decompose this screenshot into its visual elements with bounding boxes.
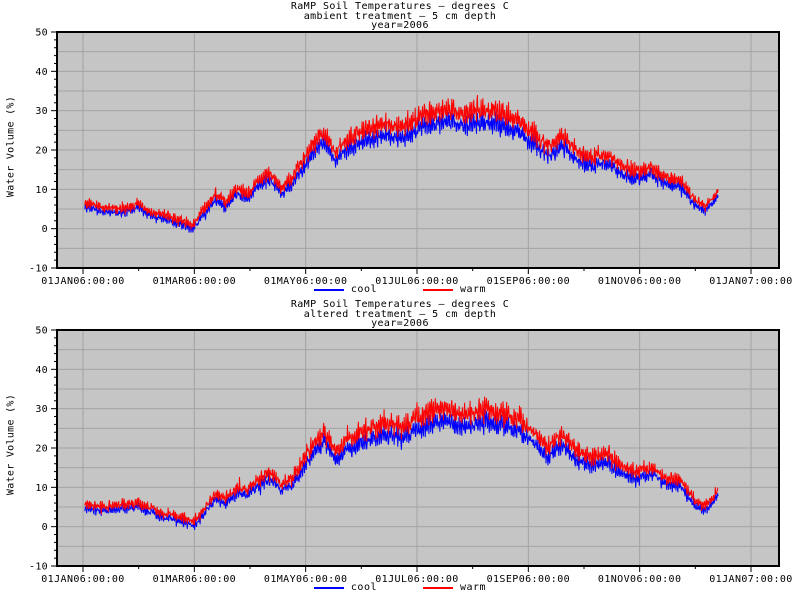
chart-subtitle: ambient treatment — 5 cm depth: [303, 10, 497, 22]
y-tick-label: 0: [42, 522, 48, 533]
x-tick-label: 01SEP06:00:00: [487, 574, 570, 585]
y-tick-label: 30: [35, 404, 48, 415]
x-tick-label: 01MAR06:00:00: [153, 574, 236, 585]
x-tick-label: 01MAY06:00:00: [264, 276, 347, 287]
y-tick-label: 10: [35, 483, 48, 494]
y-tick-label: 20: [35, 444, 48, 455]
x-tick-label: 01JAN07:00:00: [709, 574, 792, 585]
legend-item: cool: [313, 582, 377, 593]
x-tick-label: 01JAN07:00:00: [709, 276, 792, 287]
chart-title: RaMP Soil Temperatures — degrees C: [290, 299, 510, 310]
y-axis-label: Water Volume (%): [5, 95, 17, 198]
chart-subtitle: altered treatment — 5 cm depth: [303, 308, 497, 320]
legend: cool warm: [0, 582, 800, 593]
chart-altered-treatment: RaMP Soil Temperatures — degrees C alter…: [0, 298, 800, 600]
y-tick-label: -10: [29, 562, 48, 573]
x-tick-label: 01SEP06:00:00: [487, 276, 570, 287]
chart-title-block: RaMP Soil Temperatures — degrees C alter…: [0, 300, 800, 329]
warm-series-line: [84, 396, 719, 526]
legend-item: warm: [423, 582, 486, 593]
x-tick-label: 01MAY06:00:00: [264, 574, 347, 585]
legend-item: cool: [313, 284, 377, 295]
x-tick-label: 01NOV06:00:00: [598, 276, 681, 287]
y-tick-label: 50: [35, 326, 48, 337]
warm-series-line: [84, 94, 719, 230]
x-tick-label: 01NOV06:00:00: [598, 574, 681, 585]
legend-swatch-warm: [423, 586, 453, 589]
x-tick-label: 01JUL06:00:00: [375, 276, 458, 287]
legend: cool warm: [0, 284, 800, 295]
y-tick-label: 40: [35, 67, 48, 78]
x-tick-label: 01JUL06:00:00: [375, 574, 458, 585]
chart-year-note: year=2006: [371, 20, 429, 31]
legend-swatch-warm: [423, 288, 453, 291]
y-tick-label: 50: [35, 28, 48, 39]
legend-label: warm: [460, 582, 487, 593]
chart-title: RaMP Soil Temperatures — degrees C: [290, 1, 510, 12]
legend-swatch-cool: [313, 586, 344, 589]
chart-title-block: RaMP Soil Temperatures — degrees C ambie…: [0, 2, 800, 31]
y-axis-label: Water Volume (%): [5, 393, 17, 496]
y-tick-label: -10: [29, 264, 48, 275]
chart-ambient-treatment: RaMP Soil Temperatures — degrees C ambie…: [0, 0, 800, 298]
x-tick-label: 01JAN06:00:00: [41, 574, 124, 585]
chart-year-note: year=2006: [371, 318, 429, 329]
legend-label: cool: [350, 284, 377, 295]
y-tick-label: 10: [35, 185, 48, 196]
legend-label: cool: [350, 582, 377, 593]
legend-label: warm: [460, 284, 487, 295]
legend-item: warm: [423, 284, 486, 295]
y-tick-label: 40: [35, 365, 48, 376]
x-tick-label: 01MAR06:00:00: [153, 276, 236, 287]
cool-series-line: [84, 409, 719, 530]
y-tick-label: 30: [35, 106, 48, 117]
y-tick-label: 20: [35, 146, 48, 157]
legend-swatch-cool: [313, 288, 344, 291]
y-tick-label: 0: [42, 224, 48, 235]
x-tick-label: 01JAN06:00:00: [41, 276, 124, 287]
